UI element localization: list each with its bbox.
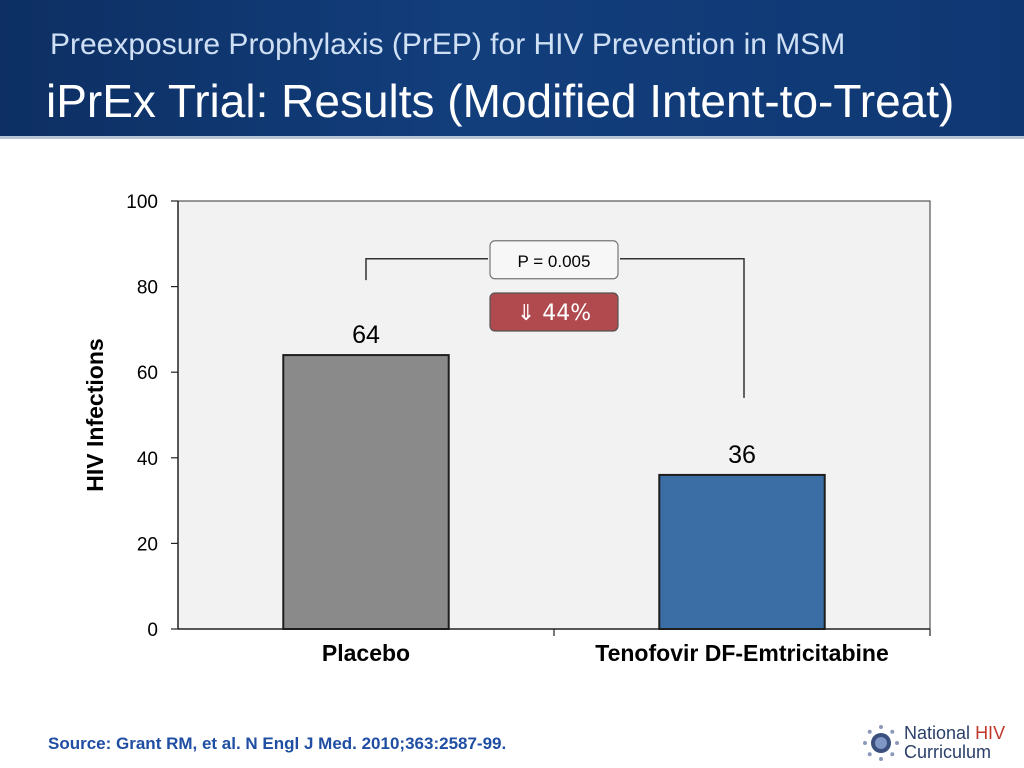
- y-tick-label: 60: [137, 363, 158, 384]
- y-axis-title: HIV Infections: [82, 338, 108, 491]
- slide-subtitle: Preexposure Prophylaxis (PrEP) for HIV P…: [50, 28, 846, 61]
- logo-word-national: National: [904, 723, 971, 743]
- data-label: 36: [728, 441, 756, 469]
- logo-emblem-icon: [863, 725, 899, 761]
- x-tick-label: Tenofovir DF-Emtricitabine: [595, 640, 889, 666]
- y-tick-label: 100: [126, 192, 158, 213]
- p-value-label: P = 0.005: [518, 252, 591, 271]
- reduction-label: ⇓ 44%: [517, 301, 591, 326]
- slide-header: [0, 0, 1024, 136]
- y-tick-label: 40: [137, 449, 158, 470]
- logo-word-hiv: HIV: [975, 723, 1006, 743]
- slide-title: iPrEx Trial: Results (Modified Intent-to…: [46, 75, 955, 127]
- bar-2: [658, 473, 826, 631]
- y-tick-label: 20: [137, 534, 158, 555]
- bars: 64 Placebo 36 Tenofovir DF-Emtricitabine: [282, 321, 889, 666]
- logo-word-curriculum: Curriculum: [904, 742, 992, 762]
- header-divider: [0, 136, 1024, 139]
- national-hiv-curriculum-logo: National HIV Curriculum: [862, 724, 1018, 764]
- source-citation: Source: Grant RM, et al. N Engl J Med. 2…: [48, 734, 507, 753]
- data-label: 64: [352, 321, 380, 349]
- reduction-badge: [489, 292, 619, 332]
- logo-text: National HIV Curriculum: [904, 724, 1005, 762]
- significance-bracket-right: [620, 258, 745, 398]
- annotations: P = 0.005 ⇓ 44%: [365, 240, 745, 398]
- significance-bracket-left: [365, 258, 488, 281]
- x-tick-label: Placebo: [322, 640, 410, 666]
- bar-1: [282, 354, 450, 630]
- y-tick-label: 0: [147, 620, 158, 641]
- p-value-box: [489, 240, 619, 280]
- y-tick-label: 80: [137, 278, 158, 299]
